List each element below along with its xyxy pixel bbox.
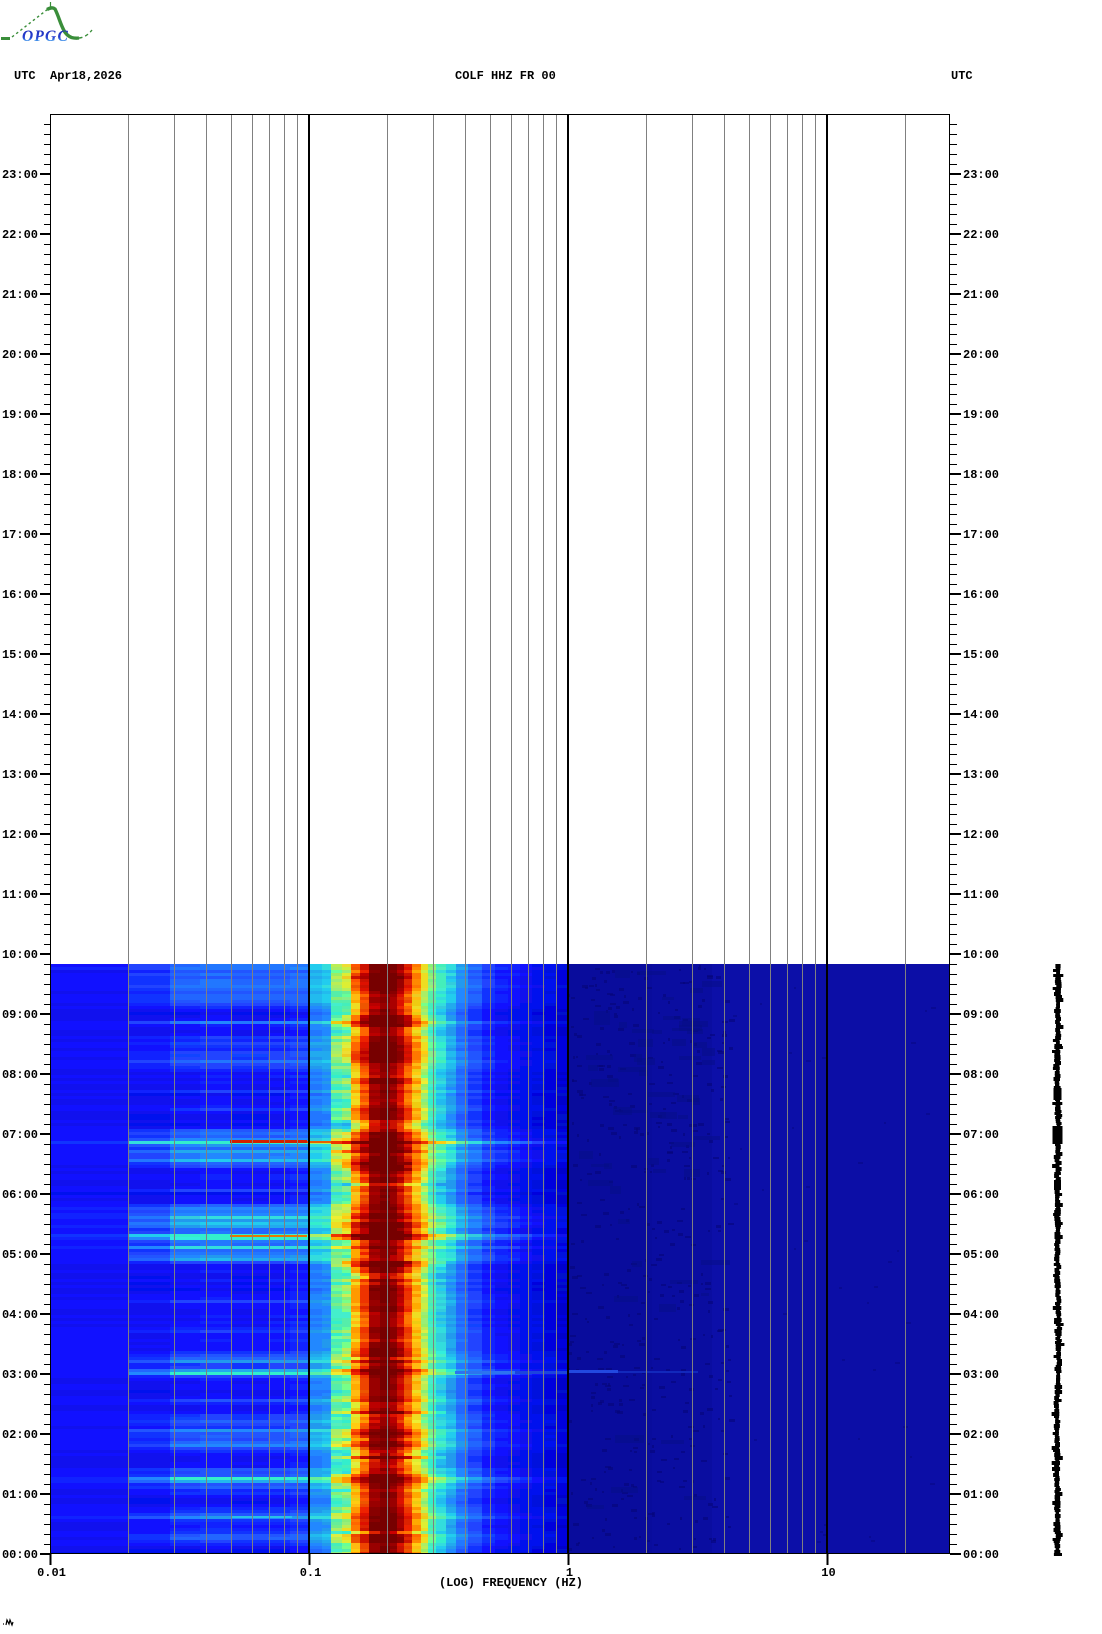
svg-text:UTC: UTC: [951, 69, 973, 83]
svg-text:COLF HHZ FR 00: COLF HHZ FR 00: [455, 69, 556, 83]
svg-text:OPGC: OPGC: [22, 28, 69, 45]
svg-text:Apr18,2026: Apr18,2026: [50, 69, 122, 83]
svg-text:UTC: UTC: [14, 69, 36, 83]
